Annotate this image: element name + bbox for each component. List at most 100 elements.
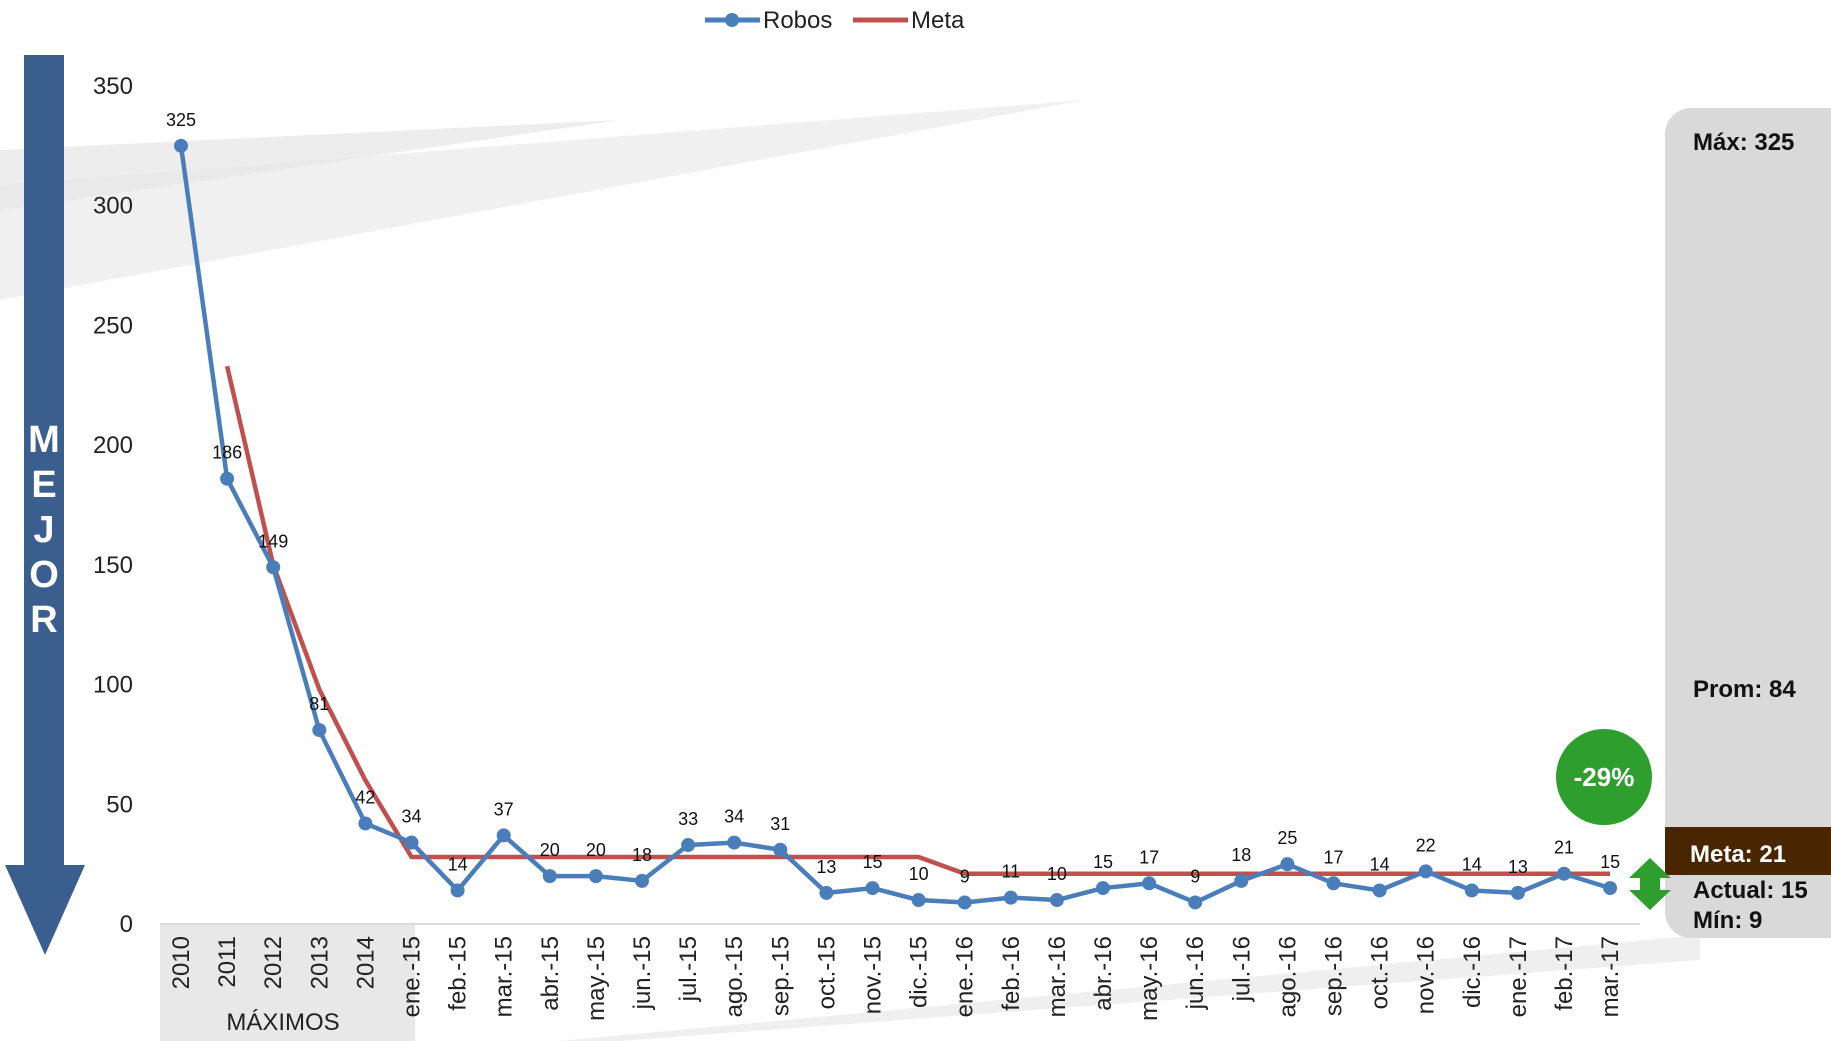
robos-point	[1464, 883, 1479, 898]
robos-data-label: 42	[355, 787, 375, 807]
robos-data-label: 37	[494, 799, 514, 819]
robos-data-label: 15	[862, 852, 882, 872]
robos-point	[681, 837, 696, 852]
robos-data-label: 21	[1554, 838, 1574, 858]
robos-point	[1188, 895, 1203, 910]
x-tick-label: may.-15	[583, 936, 610, 1021]
x-tick-label: ago.-16	[1274, 936, 1301, 1017]
robos-point	[1557, 866, 1571, 881]
legend-robos-marker	[725, 13, 739, 27]
robos-data-label: 14	[1370, 854, 1390, 874]
robos-data-label: 9	[960, 866, 970, 886]
mejor-letter: M	[28, 419, 60, 461]
y-tick-label: 350	[93, 73, 133, 100]
robos-point	[1049, 893, 1064, 908]
robos-point	[174, 138, 188, 153]
y-axis: 0 50 100 150 200 250 300 350	[93, 73, 133, 938]
x-tick-label: jul.-15	[675, 936, 702, 1002]
y-tick-label: 300	[93, 193, 133, 220]
robos-data-label: 18	[632, 845, 652, 865]
x-tick-label: feb.-16	[998, 936, 1025, 1011]
up-down-arrow-icon	[1629, 858, 1671, 910]
robos-data-label: 34	[724, 807, 744, 827]
y-tick-label: 50	[106, 791, 133, 818]
summary-meta-box	[1665, 827, 1831, 875]
robos-data-label: 10	[909, 864, 929, 884]
robos-point	[542, 869, 557, 884]
summary-max: Máx: 325	[1693, 129, 1794, 156]
robos-point	[404, 835, 419, 850]
summary-panel: Máx: 325 Prom: 84 Meta: 21 Actual: 15 Mí…	[1665, 108, 1831, 938]
robos-data-label: 33	[678, 809, 698, 829]
x-tick-label: 2011	[214, 936, 241, 988]
x-tick-label: nov.-16	[1413, 936, 1440, 1014]
x-tick-label: ene.-15	[399, 936, 426, 1017]
robos-point	[1096, 881, 1110, 896]
mejor-letter: O	[29, 554, 59, 596]
summary-meta: Meta: 21	[1690, 841, 1786, 868]
y-tick-label: 250	[93, 312, 133, 339]
robos-point	[1003, 890, 1018, 905]
robos-point	[1603, 881, 1618, 896]
robos-data-label: 17	[1139, 847, 1159, 867]
robos-point	[773, 842, 788, 857]
x-tick-label: mar.-16	[1044, 936, 1071, 1017]
y-tick-label: 200	[93, 432, 133, 459]
robos-data-label: 14	[448, 854, 468, 874]
robos-data-label: 149	[258, 531, 288, 551]
robos-data-label: 14	[1462, 854, 1482, 874]
robos-data-label: 9	[1190, 866, 1200, 886]
y-tick-label: 0	[120, 911, 133, 938]
x-axis: 2010 2011 2012 2013 2014 ene.-15 feb.-15 mar.-1…	[168, 936, 1624, 1021]
robos-data-label: 15	[1600, 852, 1620, 872]
robos-point	[1510, 885, 1525, 900]
robos-data-label: 25	[1277, 828, 1297, 848]
robos-point	[312, 723, 327, 738]
robos-point	[266, 560, 281, 575]
robos-point	[588, 869, 603, 884]
robos-data-label: 20	[586, 840, 606, 860]
robos-data-label: 325	[166, 110, 196, 130]
robos-data-label: 11	[1001, 862, 1020, 882]
robos-data-label: 81	[309, 694, 329, 714]
x-tick-label: 2012	[260, 936, 287, 989]
x-tick-label: nov.-15	[860, 936, 887, 1014]
summary-avg: Prom: 84	[1693, 676, 1796, 703]
x-tick-label: ene.-16	[952, 936, 979, 1017]
change-badge-circle	[1556, 729, 1652, 825]
robos-data-label: 13	[1508, 857, 1528, 877]
x-tick-label: feb.-17	[1551, 936, 1578, 1011]
robos-data-label: 13	[816, 857, 836, 877]
robos-point	[635, 873, 649, 888]
robos-data-label: 186	[212, 443, 242, 463]
y-tick-label: 150	[93, 552, 133, 579]
robos-point	[358, 816, 373, 831]
robos-data-label: 31	[770, 814, 790, 834]
background-decoration	[0, 100, 1700, 1041]
x-tick-label: feb.-15	[445, 936, 472, 1011]
x-tick-label: jun.-15	[629, 936, 656, 1010]
x-tick-label: sep.-15	[767, 936, 794, 1016]
x-tick-label: 2010	[168, 936, 195, 989]
robos-data-label: 18	[1231, 845, 1251, 865]
x-tick-label: jul.-16	[1228, 936, 1255, 1002]
x-tick-label: abr.-16	[1090, 936, 1117, 1011]
robos-point	[819, 885, 834, 900]
x-tick-label: oct.-16	[1367, 936, 1394, 1009]
x-tick-label: ene.-17	[1505, 936, 1532, 1017]
x-tick-label: ago.-15	[721, 936, 748, 1017]
x-tick-label: dic.-16	[1459, 936, 1486, 1008]
robos-point	[727, 835, 742, 850]
change-badge: -29%	[1556, 729, 1652, 825]
robos-data-label: 15	[1093, 852, 1113, 872]
mejor-arrow-head	[5, 865, 85, 955]
meta-line	[224, 365, 1611, 876]
x-tick-label: abr.-15	[537, 936, 564, 1011]
x-tick-label: oct.-15	[813, 936, 840, 1009]
robos-point	[911, 893, 926, 908]
legend-meta-label: Meta	[911, 7, 965, 34]
robos-data-label: 20	[540, 840, 560, 860]
